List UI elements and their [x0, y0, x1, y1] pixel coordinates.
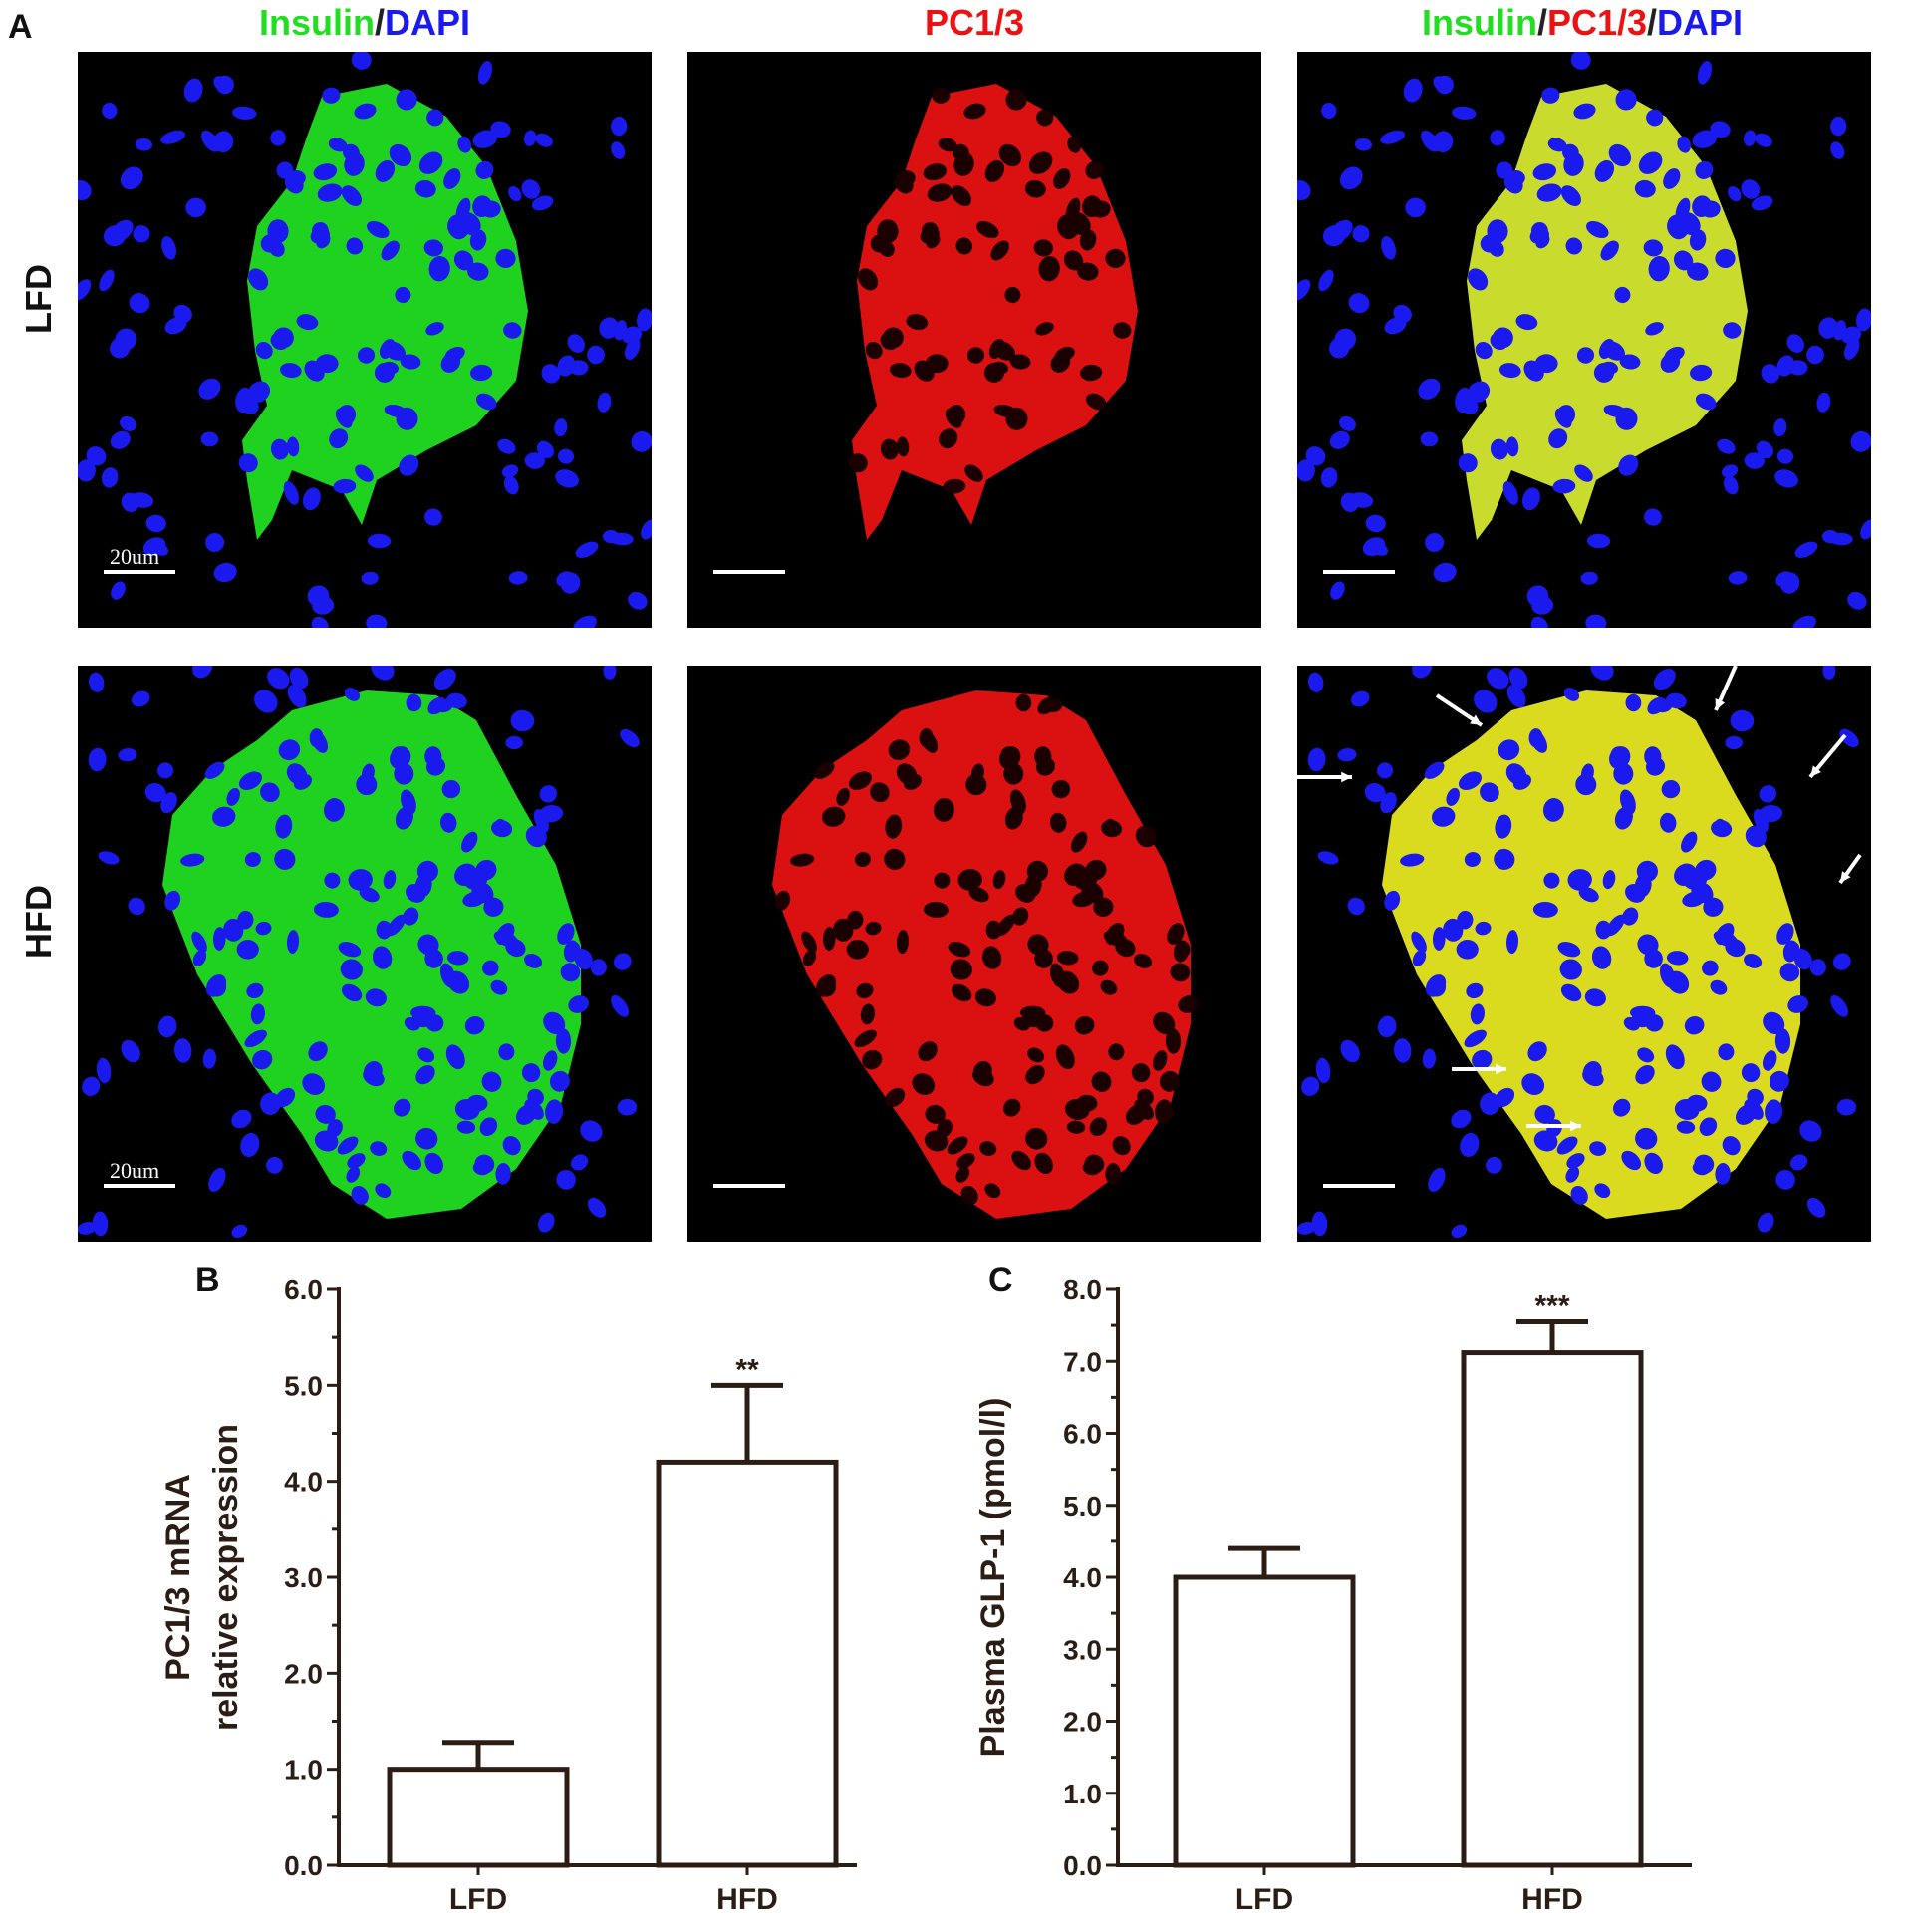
chart-c-ytick-label-5: 5.0 [1063, 1491, 1102, 1521]
micrograph-hfd-insulin-dapi: 20um [78, 666, 652, 1242]
chart-c-significance-hfd: *** [1534, 1290, 1569, 1323]
micrograph-lfd-pc13-image [687, 52, 1261, 628]
chart-c-ytick-label-4: 4.0 [1063, 1562, 1102, 1593]
chart-c-ytick-label-2: 2.0 [1063, 1707, 1102, 1738]
row-label-lfd: LFD [18, 264, 59, 334]
chart-c-ytick-label-7: 7.0 [1063, 1346, 1102, 1377]
header-merge-slash-2: / [1647, 2, 1658, 43]
chart-c-ytick-label-3: 3.0 [1063, 1634, 1102, 1665]
col-header-pc13: PC1/3 [687, 2, 1261, 44]
micrograph-hfd-insulin-dapi-image: 20um [78, 666, 652, 1242]
chart-c-ytick-label-6: 6.0 [1063, 1419, 1102, 1450]
micrograph-hfd-pc13-image [687, 666, 1261, 1242]
micrograph-lfd-insulin-dapi-image: 20um [78, 52, 652, 628]
chart-c-ytick-label-0: 0.0 [1063, 1850, 1102, 1881]
svg-text:20um: 20um [110, 544, 159, 569]
header-merge-slash-1: / [1536, 2, 1547, 43]
micrograph-hfd-merge [1297, 666, 1871, 1242]
panel-b-label: B [195, 1261, 220, 1299]
chart-b-ytick-label-0: 0.0 [284, 1850, 323, 1881]
chart-b-ylabel-line-0: PC1/3 mRNA [159, 1474, 197, 1681]
header-insulin-text: Insulin [258, 2, 375, 43]
chart-c: 0.0 1.0 2.0 3.0 4.0 5.0 6.0 7.0 8.0 LFD HFD *** Plas… [976, 1274, 1692, 1916]
chart-b-ytick-label-4: 4.0 [284, 1467, 323, 1498]
panel-c-label: C [988, 1261, 1013, 1299]
chart-b-ytick-label-2: 2.0 [284, 1658, 323, 1689]
chart-b-bar-lfd [387, 1767, 570, 1868]
chart-c-ylabel-line-0: Plasma GLP-1 (pmol/l) [976, 1398, 1012, 1758]
header-dapi-text: DAPI [385, 2, 471, 43]
micrograph-lfd-insulin-dapi: 20um [78, 52, 652, 628]
chart-b-ytick-label-6: 6.0 [284, 1274, 323, 1305]
chart-b-significance-hfd: ** [735, 1353, 759, 1386]
chart-b-ytick-label-3: 3.0 [284, 1562, 323, 1593]
chart-c-ytick-label-1: 1.0 [1063, 1779, 1102, 1809]
chart-c-ytick-label-8: 8.0 [1063, 1274, 1102, 1305]
svg-text:20um: 20um [110, 1158, 159, 1183]
header-merge-pc13-text: PC1/3 [1546, 2, 1648, 43]
chart-b: 0.0 1.0 2.0 3.0 4.0 5.0 6.0 LFD HFD ** PC1/3 mRNA r… [159, 1274, 857, 1916]
chart-c-bar-lfd [1173, 1574, 1356, 1868]
chart-c-xtick-label-lfd: LFD [1235, 1883, 1293, 1916]
chart-b-ytick-label-5: 5.0 [284, 1370, 323, 1401]
micrograph-hfd-merge-image [1297, 666, 1871, 1242]
panel-a-label: A [8, 8, 33, 46]
row-label-hfd: HFD [18, 885, 59, 959]
chart-b-ylabel-line-1: relative expression [207, 1424, 245, 1731]
col-header-insulin-dapi: Insulin/DAPI [78, 2, 652, 44]
header-slash: / [374, 2, 385, 43]
chart-b-ytick-label-1: 1.0 [284, 1755, 323, 1786]
col-header-merge: Insulin/PC1/3/DAPI [1295, 2, 1869, 44]
chart-b-bar-hfd [656, 1459, 839, 1868]
header-pc13-text: PC1/3 [924, 2, 1025, 43]
chart-b-xtick-label-hfd: HFD [716, 1883, 778, 1916]
chart-b-xtick-label-lfd: LFD [449, 1883, 507, 1916]
micrograph-lfd-merge [1297, 52, 1871, 628]
micrograph-lfd-pc13 [687, 52, 1261, 628]
micrograph-hfd-pc13 [687, 666, 1261, 1242]
header-merge-insulin-text: Insulin [1421, 2, 1537, 43]
micrograph-lfd-merge-image [1297, 52, 1871, 628]
header-merge-dapi-text: DAPI [1657, 2, 1744, 43]
chart-c-xtick-label-hfd: HFD [1521, 1883, 1583, 1916]
chart-c-bar-hfd [1461, 1350, 1644, 1868]
